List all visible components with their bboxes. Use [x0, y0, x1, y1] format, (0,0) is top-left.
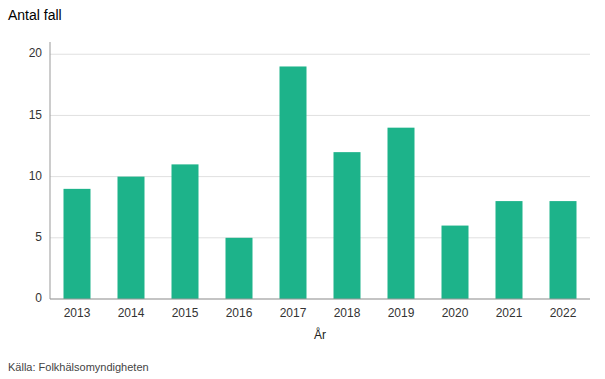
grid-line	[50, 54, 590, 55]
chart-container: 0 5 10 15 20 2013 2014 2015 2016 2017 2018 2019 2020…	[0, 0, 605, 379]
bar	[172, 164, 199, 299]
x-tick-label: 2018	[334, 306, 361, 320]
source-note: Källa: Folkhälsomyndigheten	[8, 361, 149, 373]
bar	[226, 238, 253, 299]
y-tick-label: 15	[29, 108, 43, 122]
y-tick-label: 20	[29, 46, 43, 60]
y-tick-label: 5	[35, 230, 42, 244]
grid	[50, 54, 590, 299]
y-axis-line	[50, 42, 51, 299]
x-tick-label: 2020	[442, 306, 469, 320]
bar	[550, 201, 577, 299]
x-tick-label: 2014	[118, 306, 145, 320]
y-tick-label: 10	[29, 169, 43, 183]
bars	[64, 66, 577, 299]
x-axis-line	[50, 299, 590, 300]
chart: 0 5 10 15 20 2013 2014 2015 2016 2017 2018 2019 2020…	[0, 0, 605, 379]
x-tick-label: 2013	[64, 306, 91, 320]
bar	[280, 66, 307, 299]
y-tick-label: 0	[35, 291, 42, 305]
x-tick-label: 2016	[226, 306, 253, 320]
bar	[442, 226, 469, 299]
x-tick-label: 2015	[172, 306, 199, 320]
y-axis-label: Antal fall	[8, 7, 62, 23]
bar	[118, 177, 145, 299]
x-tick-label: 2021	[496, 306, 523, 320]
bar	[496, 201, 523, 299]
bar	[64, 189, 91, 299]
x-tick-label: 2022	[550, 306, 577, 320]
x-tick-label: 2019	[388, 306, 415, 320]
grid-line	[50, 299, 590, 300]
x-axis-label: År	[314, 327, 326, 342]
grid-line	[50, 115, 590, 116]
bar	[334, 152, 361, 299]
x-tick-label: 2017	[280, 306, 307, 320]
bar	[388, 128, 415, 299]
